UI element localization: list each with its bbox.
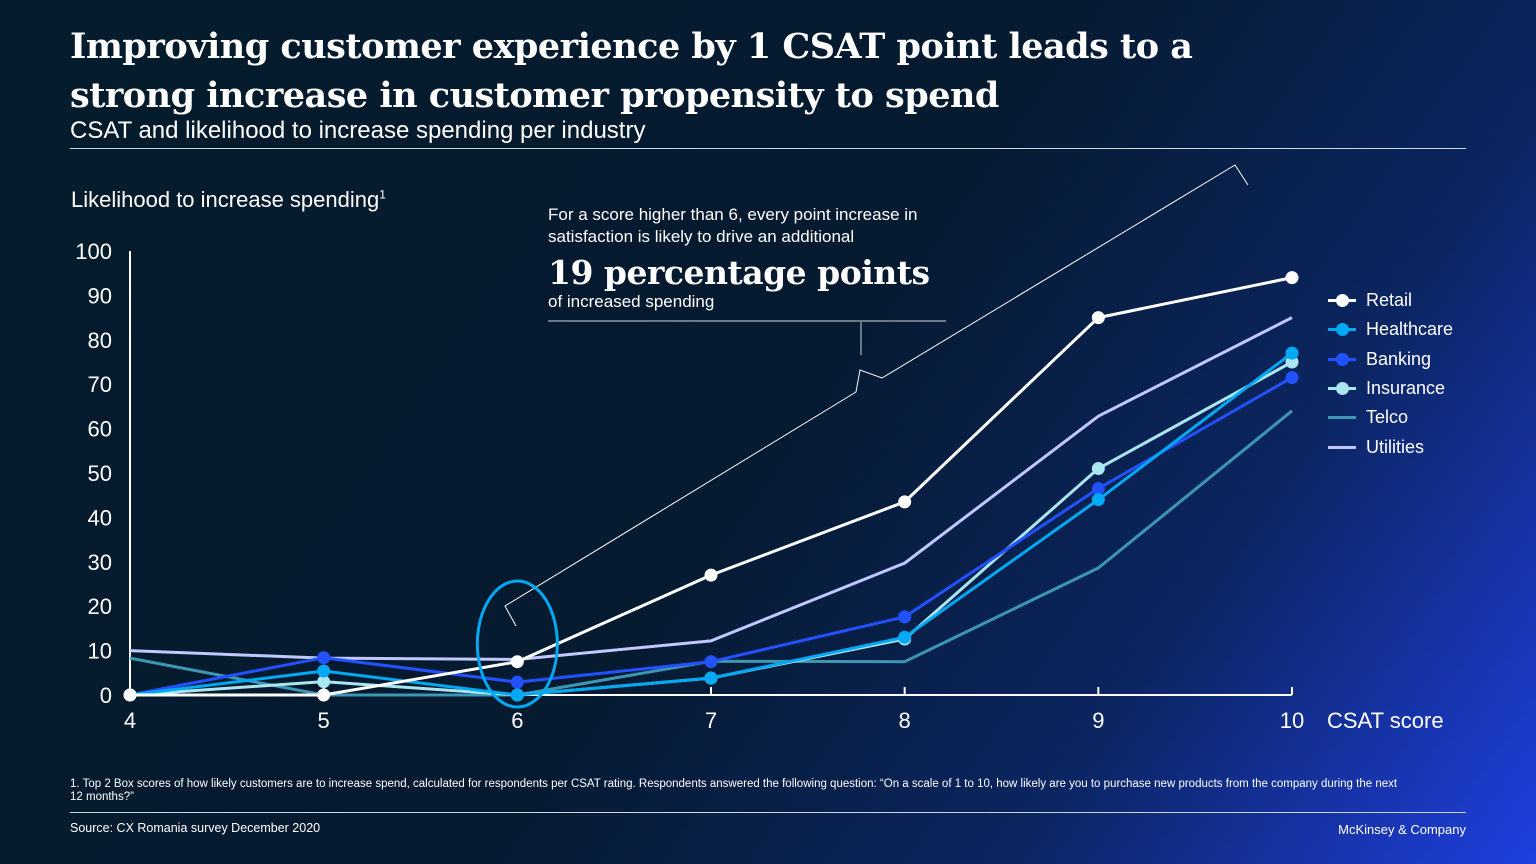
legend-marker (1336, 323, 1349, 337)
legend: Retail Healthcare Banking Insurance Telco Uti… (1328, 286, 1453, 462)
y-tick-label: 40 (88, 505, 112, 530)
y-tick-label: 100 (75, 239, 112, 264)
legend-label: Telco (1366, 407, 1409, 428)
x-axis-label: CSAT score (1327, 708, 1444, 733)
data-point (317, 664, 331, 678)
brand: McKinsey & Company (1338, 822, 1466, 837)
x-tick-label: 10 (1280, 708, 1304, 733)
data-point (317, 651, 331, 665)
y-tick-label: 90 (88, 283, 112, 308)
legend-swatch (1328, 445, 1356, 449)
legend-label: Retail (1366, 290, 1413, 311)
annotation-connector (504, 164, 1249, 627)
y-tick-label: 30 (88, 550, 112, 575)
series-line (129, 351, 1293, 697)
data-point (510, 655, 524, 669)
legend-marker (1336, 382, 1349, 396)
y-tick-label: 50 (88, 461, 112, 486)
data-point (510, 688, 524, 702)
chart-title: Improving customer experience by 1 CSAT … (70, 26, 1193, 116)
data-point (123, 688, 137, 702)
footnote: 1. Top 2 Box scores of how likely custom… (70, 778, 1398, 803)
series-line (129, 409, 1293, 697)
data-point (1091, 462, 1105, 476)
data-point (898, 495, 912, 509)
footer-divider (70, 812, 1466, 813)
series-healthcare (123, 346, 1299, 702)
legend-item: Retail (1328, 286, 1453, 315)
chart-subtitle: CSAT and likelihood to increase spending… (70, 117, 646, 144)
legend-marker (1336, 352, 1349, 366)
y-tick-label: 70 (88, 372, 112, 397)
x-tick-label: 4 (124, 708, 136, 733)
legend-swatch (1328, 352, 1356, 366)
highlight-ellipse (475, 579, 559, 709)
legend-item: Utilities (1328, 432, 1453, 461)
series-banking (123, 371, 1299, 702)
data-point (1091, 482, 1105, 496)
legend-item: Insurance (1328, 374, 1453, 403)
legend-item: Telco (1328, 403, 1453, 432)
legend-label: Healthcare (1366, 319, 1454, 340)
source: Source: CX Romania survey December 2020 (70, 821, 321, 835)
x-tick-label: 7 (705, 708, 717, 733)
data-point (704, 655, 718, 669)
series-insurance (123, 355, 1299, 702)
legend-swatch (1328, 382, 1356, 396)
data-point (898, 630, 912, 644)
data-point (1285, 355, 1299, 369)
y-axis-label: Likelihood to increase spending1 (71, 187, 386, 213)
y-tick-label: 0 (100, 683, 112, 708)
callout-text: For a score higher than 6, every point i… (548, 205, 918, 246)
data-point (1285, 271, 1299, 285)
data-point (704, 568, 718, 582)
series-line (129, 316, 1293, 661)
x-tick-label: 5 (318, 708, 330, 733)
y-tick-label: 80 (88, 328, 112, 353)
data-point (317, 675, 331, 689)
y-tick-label: 20 (88, 594, 112, 619)
series-line (129, 360, 1293, 697)
legend-swatch (1328, 416, 1356, 420)
legend-label: Insurance (1366, 378, 1446, 399)
data-point (510, 675, 524, 689)
x-tick-label: 6 (511, 708, 523, 733)
x-tick-label: 8 (899, 708, 911, 733)
data-point (1091, 311, 1105, 325)
callout-highlight: 19 percentage points (548, 253, 930, 292)
data-point (1091, 493, 1105, 507)
data-point (898, 610, 912, 624)
footnote-marker: 1 (379, 187, 386, 202)
legend-swatch (1328, 294, 1356, 308)
legend-label: Utilities (1366, 436, 1425, 457)
data-point (1285, 371, 1299, 385)
series-telco (129, 409, 1293, 697)
legend-swatch (1328, 323, 1356, 337)
callout-suffix: of increased spending (548, 292, 715, 311)
series-retail (123, 271, 1299, 702)
legend-marker (1336, 294, 1349, 308)
data-point (317, 688, 331, 702)
data-point (704, 671, 718, 685)
legend-item: Healthcare (1328, 315, 1453, 344)
series-line (129, 376, 1293, 697)
series-utilities (129, 316, 1293, 661)
legend-item: Banking (1328, 345, 1453, 374)
y-tick-label: 60 (88, 417, 112, 442)
y-tick-label: 10 (88, 639, 112, 664)
legend-label: Banking (1366, 348, 1432, 369)
y-axis-label-text: Likelihood to increase spending (71, 187, 380, 212)
title-divider (70, 148, 1466, 149)
callout: For a score higher than 6, every point i… (548, 204, 968, 312)
x-tick-label: 9 (1092, 708, 1104, 733)
data-point (1285, 346, 1299, 360)
